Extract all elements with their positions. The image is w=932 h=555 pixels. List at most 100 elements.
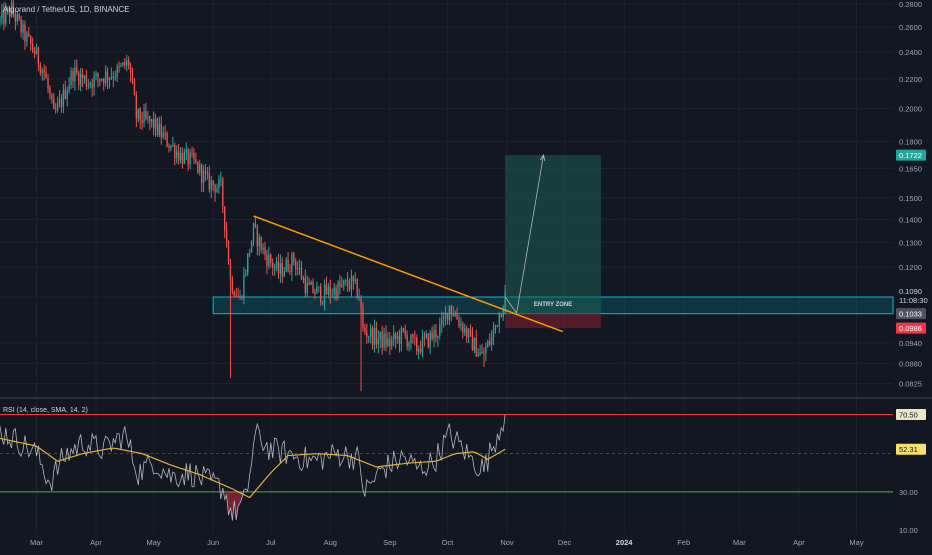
- candle-body: [99, 78, 101, 81]
- candle-body: [352, 275, 355, 282]
- y-tick-label: 0.2000: [899, 105, 922, 114]
- entry-price-badge-bg: [896, 308, 926, 320]
- candle-body: [423, 336, 426, 338]
- candle-body: [485, 347, 487, 354]
- candle-body: [492, 328, 495, 337]
- candle-body: [202, 170, 205, 183]
- candle-body: [118, 66, 120, 68]
- candle-body: [185, 149, 187, 153]
- candle-body: [360, 296, 362, 308]
- long-position-tool[interactable]: ENTRY ZONE: [505, 155, 602, 329]
- candle-body: [406, 335, 408, 347]
- profit-zone: [505, 155, 602, 314]
- candle-body: [364, 327, 366, 333]
- x-tick-label: Mar: [30, 538, 43, 547]
- candle-body: [41, 69, 43, 74]
- candle-body: [308, 283, 310, 285]
- candle-body: [183, 152, 186, 164]
- y-tick-label: 0.2600: [899, 23, 922, 32]
- candle-body: [341, 284, 343, 287]
- candle-body: [49, 88, 51, 95]
- candle-body: [70, 71, 72, 85]
- candle-body: [129, 65, 132, 74]
- candle-body: [220, 178, 222, 180]
- candle-body: [498, 313, 500, 327]
- candle-body: [152, 119, 155, 129]
- candle-body: [500, 313, 502, 318]
- candle-body: [206, 172, 209, 174]
- candle-body: [110, 76, 113, 78]
- candle-body: [272, 262, 274, 269]
- candle-body: [281, 263, 283, 277]
- candle-body: [362, 307, 364, 328]
- candle-body: [356, 279, 358, 298]
- y-tick-label: 0.1400: [899, 215, 922, 224]
- candle-body: [318, 286, 320, 288]
- candle-body: [145, 111, 147, 118]
- candle-body: [174, 144, 176, 158]
- candle-body: [400, 328, 403, 344]
- candle-body: [429, 332, 431, 348]
- forecast-arrow: [504, 155, 544, 315]
- candle-body: [55, 109, 57, 111]
- candle-body: [164, 132, 166, 134]
- candle-body: [450, 305, 452, 314]
- candle-body: [139, 108, 141, 121]
- candle-body: [233, 292, 235, 296]
- candle-body: [5, 9, 7, 24]
- forecast-arrow-head: [539, 153, 546, 162]
- x-tick-label: Nov: [500, 538, 514, 547]
- candle-body: [208, 172, 210, 190]
- candle-body: [225, 229, 228, 242]
- candle-body: [262, 247, 264, 251]
- entry-zone-label: ENTRY ZONE: [534, 302, 572, 308]
- candle-body: [483, 352, 485, 354]
- candle-body: [446, 312, 449, 321]
- entry-price-badge: 0.1033: [899, 310, 922, 319]
- current-price-label: 0.1090: [899, 287, 922, 296]
- candle-body: [394, 333, 397, 340]
- candle-body: [10, 2, 13, 17]
- candle-body: [346, 280, 349, 287]
- candle-body: [369, 328, 372, 337]
- candle-body: [89, 83, 91, 86]
- rsi-overbought-badge-bg: [896, 409, 926, 420]
- candle-body: [279, 263, 282, 274]
- rsi-value-badge: 52.31: [899, 445, 918, 454]
- candle-body: [460, 323, 462, 326]
- candle-body: [416, 338, 418, 352]
- candle-body: [494, 324, 497, 329]
- candle-body: [229, 263, 232, 279]
- candle-body: [452, 313, 454, 316]
- candle-body: [245, 273, 247, 275]
- rsi-overbought-badge: 70.50: [899, 411, 918, 420]
- candle-body: [8, 8, 11, 17]
- candle-body: [354, 279, 356, 282]
- candle-body: [214, 184, 216, 193]
- candle-body: [85, 76, 88, 87]
- candle-body: [448, 305, 451, 321]
- candle-body: [408, 342, 410, 347]
- candle-body: [266, 254, 268, 266]
- symbol-title[interactable]: Algorand / TetherUS, 1D, BINANCE: [3, 5, 130, 14]
- candle-body: [314, 292, 316, 294]
- candle-body: [435, 329, 437, 338]
- candle-body: [197, 161, 199, 173]
- y-tick-label: 0.0825: [899, 379, 922, 388]
- candle-body: [502, 310, 504, 318]
- candle-body: [467, 329, 470, 338]
- candle-body: [425, 333, 428, 338]
- descending-trendline: [253, 215, 563, 333]
- candle-body: [76, 67, 78, 73]
- candle-body: [377, 339, 379, 345]
- candle-body: [462, 323, 464, 333]
- candle-body: [170, 145, 172, 149]
- candle-body: [320, 286, 322, 303]
- candle-body: [28, 33, 30, 37]
- candle-body: [489, 341, 491, 345]
- candle-body: [431, 332, 433, 339]
- rsi-title[interactable]: RSI (14, close, SMA, 14, 2): [3, 407, 88, 414]
